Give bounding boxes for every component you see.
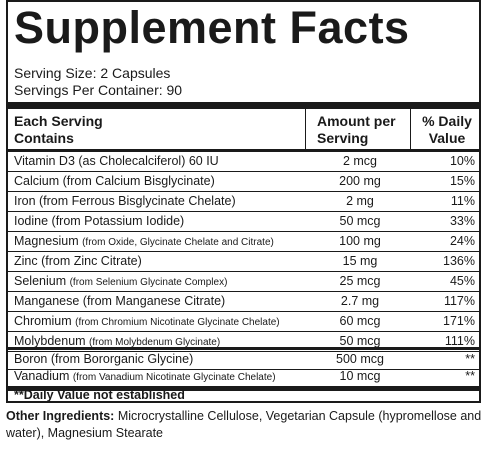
nutrient-name: Iodine (from Potassium Iodide) — [14, 214, 185, 228]
nutrient-amount: 2 mcg — [342, 154, 378, 168]
nutrient-name: Calcium (from Calcium Bisglycinate) — [14, 174, 215, 188]
nutrient-daily-value: ** — [465, 352, 475, 366]
table-row: Iodine (from Potassium Iodide) 50 mcg 33… — [8, 212, 479, 232]
table-row: Chromium (from Chromium Nicotinate Glyci… — [8, 312, 479, 332]
nutrient-amount: 500 mcg — [336, 352, 384, 366]
table-row: Iron (from Ferrous Bisglycinate Chelate)… — [8, 192, 479, 212]
other-ingredients: Other Ingredients: Microcrystalline Cell… — [6, 408, 486, 442]
table-row: Calcium (from Calcium Bisglycinate) 200 … — [8, 172, 479, 192]
nutrient-amount: 25 mcg — [339, 274, 381, 288]
nutrient-name: Vitamin D3 (as Cholecalciferol) 60 IU — [14, 154, 219, 168]
thick-rule-top — [8, 102, 479, 109]
nutrient-amount: 2.7 mg — [340, 294, 380, 308]
nutrient-name: Selenium (from Selenium Glycinate Comple… — [14, 274, 228, 288]
nutrient-daily-value: 11% — [450, 194, 475, 208]
nutrient-amount: 2 mg — [346, 194, 374, 208]
header-divider-1 — [305, 109, 306, 149]
nutrient-daily-value: 45% — [449, 274, 475, 288]
header-rule — [8, 149, 479, 152]
nutrient-name: Chromium (from Chromium Nicotinate Glyci… — [14, 314, 280, 328]
table-row: Vanadium (from Vanadium Nicotinate Glyci… — [8, 367, 479, 387]
nutrient-amount: 60 mcg — [339, 314, 381, 328]
table-row: Boron (from Bororganic Glycine) 500 mcg … — [8, 347, 479, 370]
table-row: Zinc (from Zinc Citrate) 15 mg 136% — [8, 252, 479, 272]
nutrient-amount: 50 mcg — [339, 214, 381, 228]
nutrient-amount: 200 mg — [339, 174, 381, 188]
header-each-serving-line2: Contains — [14, 130, 74, 146]
nutrient-daily-value: 24% — [449, 234, 475, 248]
other-ingredients-text: Microcrystalline Cellulose, Vegetarian C… — [6, 409, 482, 440]
header-each-serving: Each Serving Contains — [14, 113, 103, 147]
header-daily-value: % Daily Value — [419, 113, 475, 147]
table-row: Manganese (from Manganese Citrate) 2.7 m… — [8, 292, 479, 312]
nutrient-daily-value: 33% — [449, 214, 475, 228]
nutrient-daily-value: 10% — [449, 154, 475, 168]
nutrient-name: Boron (from Bororganic Glycine) — [14, 352, 194, 366]
nutrient-amount: 100 mg — [339, 234, 381, 248]
header-daily-value-line1: % Daily — [422, 113, 472, 129]
nutrient-amount: 50 mcg — [339, 334, 381, 348]
header-each-serving-line1: Each Serving — [14, 113, 103, 129]
nutrient-daily-value: 15% — [449, 174, 475, 188]
nutrient-amount: 10 mcg — [339, 369, 381, 383]
nutrient-daily-value: 171% — [443, 314, 475, 328]
header-daily-value-line2: Value — [428, 130, 466, 146]
nutrient-name: Vanadium (from Vanadium Nicotinate Glyci… — [14, 369, 276, 383]
nutrient-name: Magnesium (from Oxide, Glycinate Chelate… — [14, 234, 274, 248]
nutrient-name: Manganese (from Manganese Citrate) — [14, 294, 226, 308]
table-row: Molybdenum (from Molybdenum Glycinate) 5… — [8, 332, 479, 352]
table-row: Magnesium (from Oxide, Glycinate Chelate… — [8, 232, 479, 252]
supplement-facts-panel: Supplement Facts Serving Size: 2 Capsule… — [6, 0, 481, 403]
nutrient-daily-value: 111% — [444, 334, 475, 348]
nutrient-name: Iron (from Ferrous Bisglycinate Chelate) — [14, 194, 236, 208]
serving-size: Serving Size: 2 Capsules — [14, 65, 171, 81]
nutrient-daily-value: 117% — [443, 294, 475, 308]
nutrient-amount: 15 mg — [342, 254, 378, 268]
other-ingredients-label: Other Ingredients: — [6, 409, 115, 423]
servings-per-container: Servings Per Container: 90 — [14, 82, 183, 98]
table-row: Vitamin D3 (as Cholecalciferol) 60 IU 2 … — [8, 152, 479, 172]
header-divider-2 — [410, 109, 411, 149]
nutrient-daily-value: 136% — [443, 254, 475, 268]
nutrient-daily-value: ** — [465, 369, 475, 383]
panel-title: Supplement Facts — [14, 2, 410, 53]
header-amount: Amount per Serving — [317, 113, 396, 147]
table-row: Selenium (from Selenium Glycinate Comple… — [8, 272, 479, 292]
header-amount-line1: Amount per — [317, 113, 396, 129]
footnote: **Daily Value not established — [14, 388, 185, 402]
nutrient-name: Molybdenum (from Molybdenum Glycinate) — [14, 334, 221, 348]
header-amount-line2: Serving — [317, 130, 369, 146]
thick-rule-bottom — [8, 386, 479, 391]
nutrient-name: Zinc (from Zinc Citrate) — [14, 254, 142, 268]
